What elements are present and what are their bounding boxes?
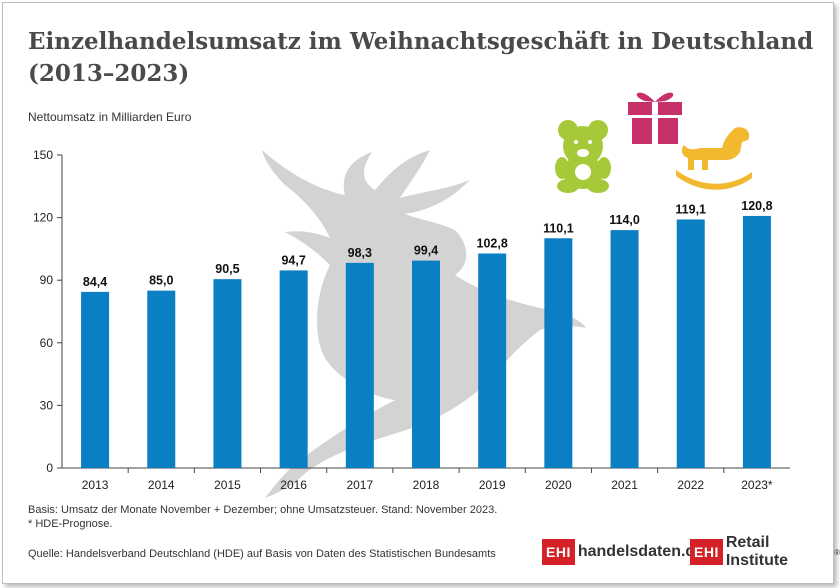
source-note: Quelle: Handelsverband Deutschland (HDE)… (28, 548, 496, 560)
bar (544, 238, 573, 468)
bar (81, 291, 110, 468)
value-label: 94,7 (281, 253, 305, 267)
value-label: 102,8 (477, 236, 508, 250)
bars (81, 215, 771, 468)
logo-box-right: EHI (690, 539, 723, 565)
value-label: 98,3 (348, 246, 372, 260)
x-tick-label: 2018 (413, 478, 440, 492)
value-labels: 84,4 85,0 90,5 94,7 98,3 99,4 102,8 110,1 114,0 1… (83, 199, 773, 289)
tick-labels: 0 30 60 90 120 150 2013 2014 2015 2016 2017 2018 201… (33, 148, 773, 492)
x-tick-label: 2017 (346, 478, 373, 492)
y-axis-label: Nettoumsatz in Milliarden Euro (28, 110, 192, 124)
x-tick-label: 2015 (214, 478, 241, 492)
gift-ribbon (628, 102, 682, 144)
x-tick-label: 2013 (82, 478, 109, 492)
footnote-basis: Basis: Umsatz der Monate November + Deze… (28, 504, 498, 516)
bar (213, 279, 242, 468)
rocking-horse-icon (676, 127, 752, 190)
bar (412, 260, 440, 468)
bar (345, 262, 374, 468)
chart-title: Einzelhandelsumsatz im Weihnachtsgeschäf… (28, 28, 814, 87)
value-label: 120,8 (741, 199, 772, 213)
teddy-bear-icon (555, 120, 611, 193)
y-tick-label: 0 (46, 461, 53, 475)
x-tick-label: 2020 (545, 478, 572, 492)
y-tick-label: 150 (33, 148, 53, 162)
logo-handelsdaten: EHI handelsdaten.de (542, 538, 704, 566)
bar (279, 270, 308, 468)
value-label: 110,1 (543, 221, 574, 235)
y-tick-label: 120 (33, 211, 53, 225)
logo-retail-institute: EHI Retail Institute ® (690, 534, 840, 569)
y-tick-label: 30 (40, 398, 54, 412)
value-label: 84,4 (83, 275, 107, 289)
teddy-face (574, 140, 592, 180)
bar (742, 215, 771, 468)
logo-box-left: EHI (542, 539, 575, 565)
logo-text-left: handelsdaten.de (577, 543, 705, 560)
value-label: 99,4 (414, 244, 438, 258)
value-label: 114,0 (609, 213, 640, 227)
registered-mark: ® (834, 547, 840, 557)
x-tick-label: 2021 (611, 478, 638, 492)
x-tick-label: 2019 (479, 478, 506, 492)
x-tick-label: 2016 (280, 478, 307, 492)
value-label: 85,0 (149, 274, 173, 288)
bar (610, 230, 639, 468)
y-tick-label: 60 (40, 336, 54, 350)
footnote-forecast: * HDE-Prognose. (28, 518, 113, 530)
x-tick-label: 2023* (741, 478, 773, 492)
bar (478, 253, 507, 468)
x-tick-label: 2022 (677, 478, 704, 492)
y-tick-label: 90 (40, 273, 54, 287)
bar (147, 290, 176, 468)
value-label: 90,5 (215, 262, 239, 276)
logo-text-right: Retail Institute (725, 534, 789, 569)
bar (676, 219, 705, 468)
value-label: 119,1 (675, 202, 706, 216)
x-tick-label: 2014 (148, 478, 175, 492)
